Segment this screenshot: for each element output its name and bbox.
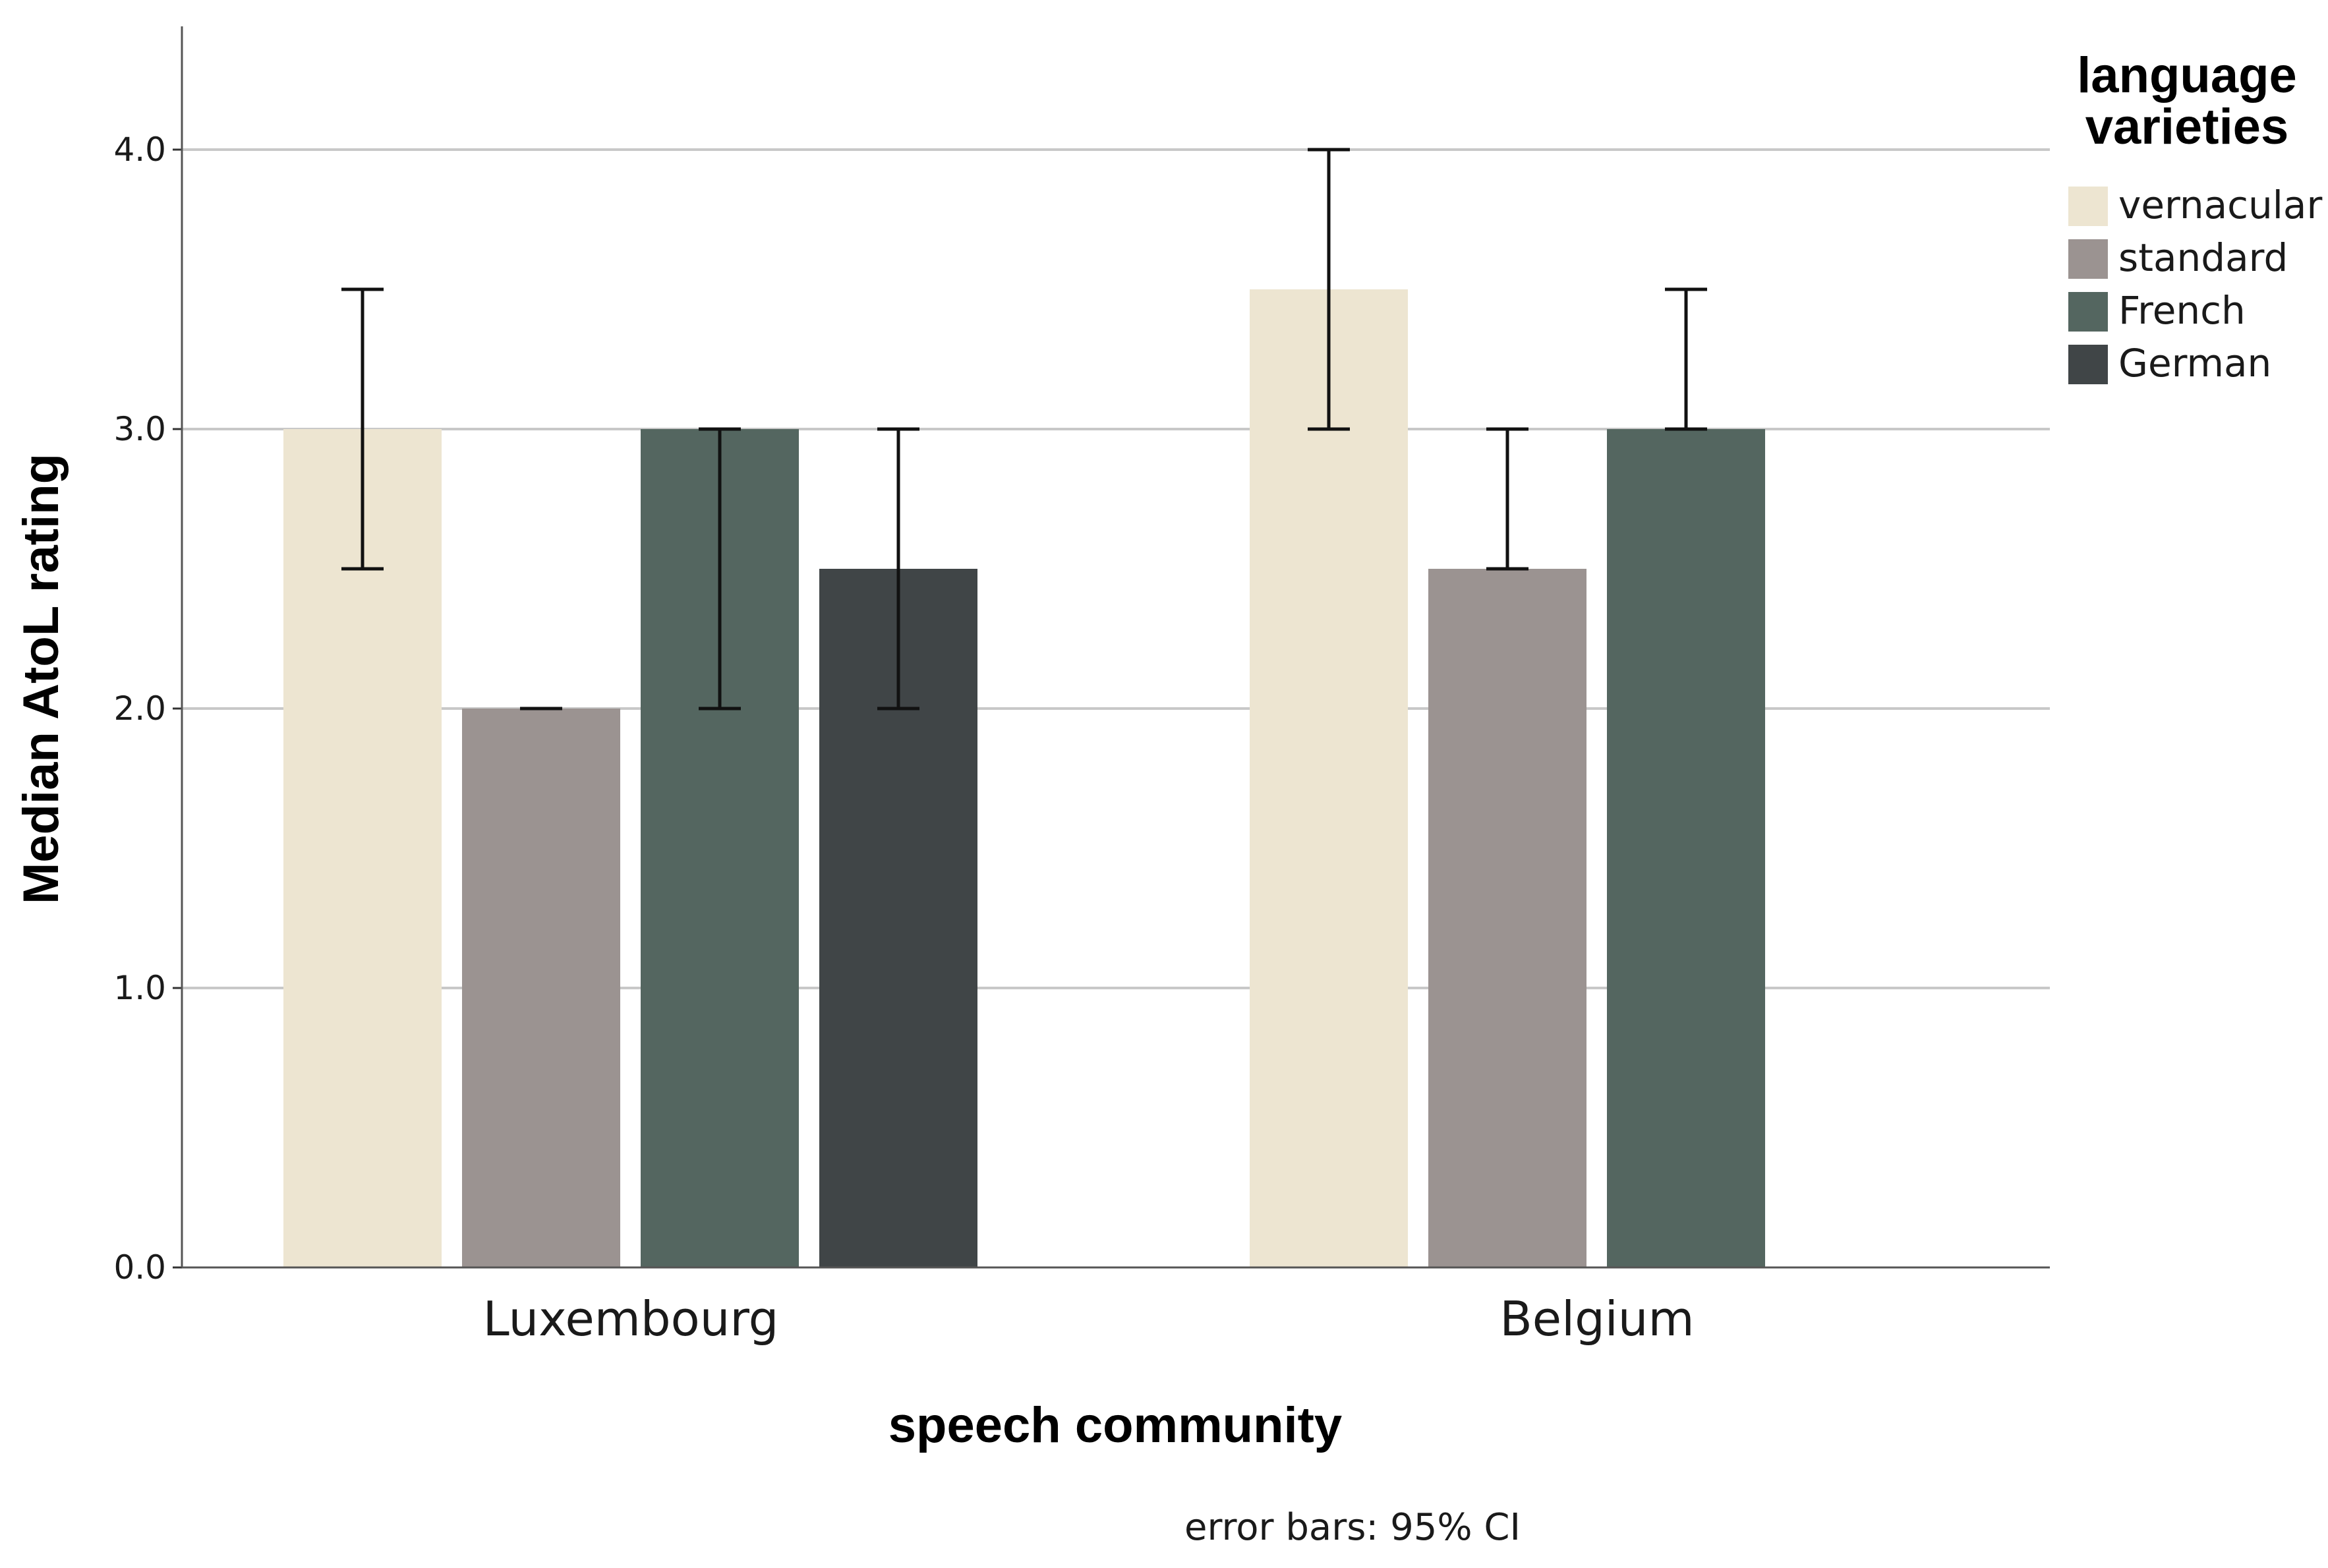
legend: language varieties vernacular standard Fre… — [2068, 47, 2322, 386]
y-tick-label-0: 0.0 — [113, 1248, 166, 1287]
bar-belgium-vernacular — [1250, 289, 1408, 1267]
y-axis-title: Median AtoL rating — [13, 453, 69, 904]
errorbar-belgium-vernacular — [1308, 148, 1350, 431]
legend-item-vernacular: vernacular — [2068, 183, 2322, 227]
x-category-label-belgium: Belgium — [1499, 1291, 1694, 1347]
gridlines — [173, 148, 2050, 1269]
legend-swatch-vernacular — [2068, 187, 2108, 226]
footnote: error bars: 95% CI — [1184, 1506, 1521, 1549]
error-bars — [341, 148, 1707, 711]
bar-belgium-french — [1607, 429, 1765, 1267]
legend-label-vernacular: vernacular — [2118, 183, 2322, 227]
legend-label-french: French — [2118, 288, 2246, 333]
y-tick-label-2: 2.0 — [113, 689, 166, 728]
legend-title-line1: language — [2077, 47, 2297, 103]
x-category-label-luxembourg: Luxembourg — [483, 1291, 779, 1347]
legend-item-german: German — [2068, 341, 2271, 386]
bar-luxembourg-standard — [462, 709, 620, 1267]
legend-swatch-german — [2068, 345, 2108, 384]
y-tick-label-3: 3.0 — [113, 410, 166, 448]
errorbar-luxembourg-french — [699, 427, 741, 711]
legend-swatch-french — [2068, 292, 2108, 332]
bars — [283, 289, 1765, 1267]
y-tick-label-1: 1.0 — [113, 969, 166, 1007]
axes — [181, 26, 2050, 1269]
x-category-labels: Luxembourg Belgium — [483, 1291, 1695, 1347]
legend-item-standard: standard — [2068, 235, 2288, 280]
x-axis-title: speech community — [888, 1397, 1342, 1453]
errorbar-belgium-french — [1665, 287, 1707, 431]
legend-title-line2: varieties — [2085, 99, 2288, 155]
errorbar-luxembourg-german — [877, 427, 919, 711]
legend-items: vernacular standard French German — [2068, 183, 2322, 386]
legend-swatch-standard — [2068, 239, 2108, 279]
legend-label-standard: standard — [2118, 235, 2288, 280]
legend-label-german: German — [2118, 341, 2271, 386]
errorbar-luxembourg-vernacular — [341, 287, 384, 571]
legend-item-french: French — [2068, 288, 2246, 333]
y-tick-label-4: 4.0 — [113, 131, 166, 169]
y-tick-labels: 0.0 1.0 2.0 3.0 4.0 — [113, 131, 166, 1287]
errorbar-belgium-standard — [1486, 427, 1528, 571]
bar-belgium-standard — [1428, 569, 1586, 1267]
